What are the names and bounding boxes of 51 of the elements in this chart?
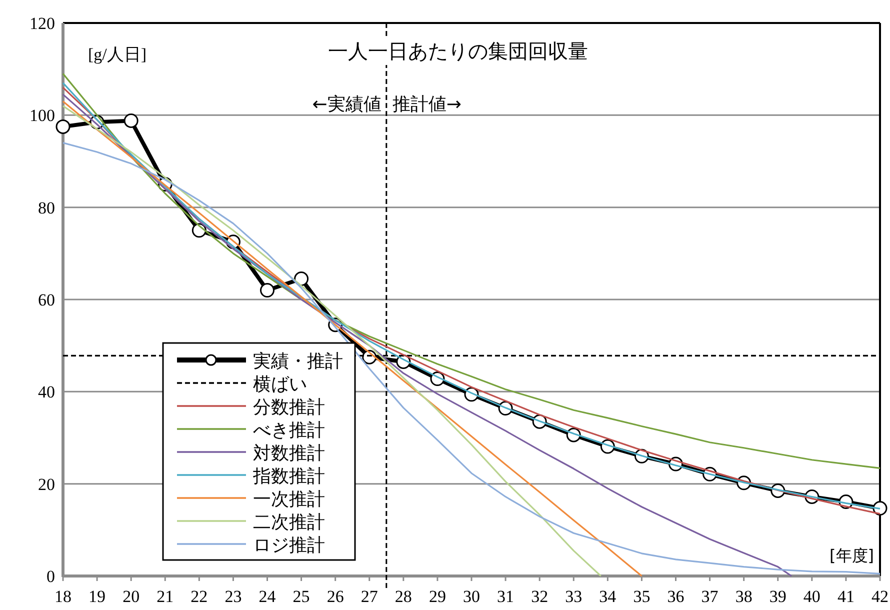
x-tick-label: 20 bbox=[122, 587, 140, 606]
x-tick-label: 30 bbox=[463, 587, 480, 606]
x-tick-label: 27 bbox=[360, 587, 378, 606]
x-tick-label: 32 bbox=[531, 587, 548, 606]
legend-label: ロジ推計 bbox=[253, 535, 325, 556]
x-tick-label: 24 bbox=[258, 587, 276, 606]
y-tick-label: 80 bbox=[38, 198, 55, 218]
x-tick-label: 36 bbox=[667, 587, 684, 606]
x-tick-label: 35 bbox=[633, 587, 650, 606]
x-tick-label: 28 bbox=[394, 587, 412, 606]
line-series bbox=[62, 94, 792, 577]
text: 一人一日あたりの集団回収量 bbox=[328, 39, 588, 63]
x-tick-label: 29 bbox=[428, 587, 446, 606]
x-tick-label: 37 bbox=[701, 587, 719, 606]
x-tick-label: 39 bbox=[769, 587, 786, 606]
legend-label: 対数推計 bbox=[253, 443, 325, 464]
x-tick-label: 26 bbox=[326, 587, 344, 606]
x-tick-label: 42 bbox=[872, 587, 888, 606]
y-tick-label: 40 bbox=[38, 382, 55, 402]
legend-label: 横ばい bbox=[253, 374, 307, 395]
legend-label: 分数推計 bbox=[253, 397, 325, 418]
annotation: ←実績値 bbox=[312, 94, 382, 115]
y-tick-label: 120 bbox=[30, 14, 55, 33]
y-tick-label: 20 bbox=[38, 474, 55, 494]
annotation: 推計値→ bbox=[392, 94, 462, 115]
legend-label: 指数推計 bbox=[252, 466, 325, 487]
legend-label: べき推計 bbox=[253, 420, 325, 441]
legend-label: 二次推計 bbox=[253, 512, 325, 533]
x-tick-label: 40 bbox=[803, 587, 820, 606]
x-tick-label: 18 bbox=[54, 587, 72, 606]
x-tick-label: 33 bbox=[565, 587, 582, 606]
x-tick-label: 38 bbox=[735, 587, 752, 606]
point bbox=[56, 119, 70, 134]
x-tick-label: 25 bbox=[292, 587, 310, 606]
x-tick-label: 41 bbox=[837, 587, 854, 606]
point bbox=[260, 283, 274, 298]
x-tick-label: 19 bbox=[88, 587, 106, 606]
y-tick-label: 0 bbox=[46, 567, 55, 586]
x-tick-label: 34 bbox=[599, 587, 617, 606]
x-axis-title: [年度] bbox=[830, 546, 874, 565]
point bbox=[124, 113, 138, 128]
y-tick-label: 100 bbox=[30, 106, 55, 126]
x-tick-label: 23 bbox=[224, 587, 242, 606]
y-axis-title: [g/人日] bbox=[88, 45, 147, 64]
y-tick-label: 60 bbox=[38, 290, 55, 310]
x-tick-label: 31 bbox=[497, 587, 514, 606]
x-tick-label: 22 bbox=[190, 587, 208, 606]
line-series bbox=[62, 142, 881, 574]
x-tick-label: 21 bbox=[156, 587, 174, 606]
legend-label: 実績・推計 bbox=[253, 351, 343, 372]
legend-label: 一次推計 bbox=[253, 489, 325, 510]
